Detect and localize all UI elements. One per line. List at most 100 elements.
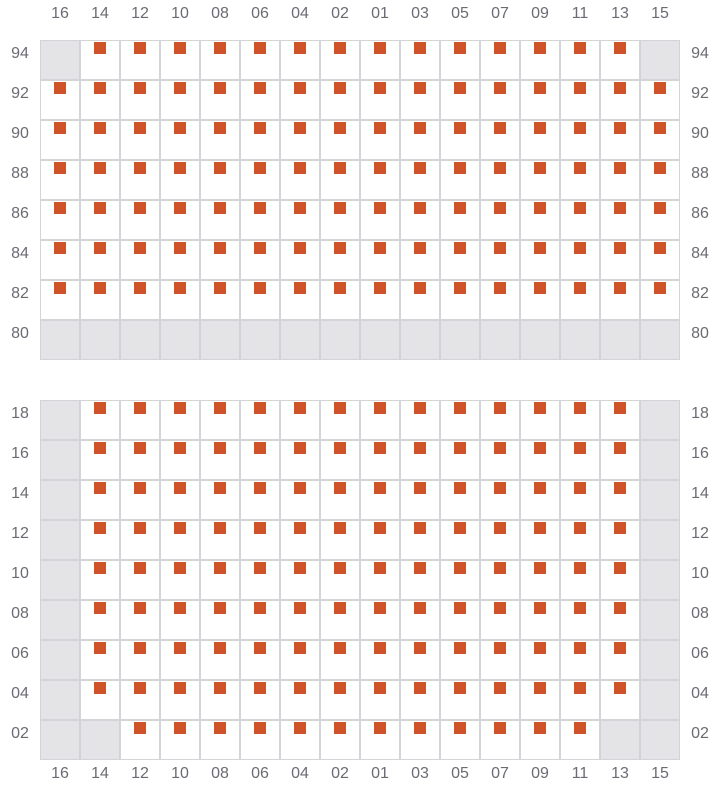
seat-cell[interactable] xyxy=(80,80,120,120)
seat-cell[interactable] xyxy=(360,40,400,80)
seat-cell[interactable] xyxy=(240,640,280,680)
seat-cell[interactable] xyxy=(400,280,440,320)
seat-cell[interactable] xyxy=(80,680,120,720)
seat-cell[interactable] xyxy=(160,640,200,680)
seat-cell[interactable] xyxy=(560,440,600,480)
seat-cell[interactable] xyxy=(400,240,440,280)
seat-cell[interactable] xyxy=(400,600,440,640)
seat-cell[interactable] xyxy=(560,80,600,120)
seat-cell[interactable] xyxy=(200,680,240,720)
seat-cell[interactable] xyxy=(400,400,440,440)
seat-cell[interactable] xyxy=(480,720,520,760)
seat-cell[interactable] xyxy=(560,160,600,200)
seat-cell[interactable] xyxy=(640,280,680,320)
seat-cell[interactable] xyxy=(600,560,640,600)
seat-cell[interactable] xyxy=(80,560,120,600)
seat-cell[interactable] xyxy=(320,480,360,520)
seat-cell[interactable] xyxy=(80,440,120,480)
seat-cell[interactable] xyxy=(520,680,560,720)
seat-cell[interactable] xyxy=(240,280,280,320)
seat-cell[interactable] xyxy=(280,480,320,520)
seat-cell[interactable] xyxy=(240,400,280,440)
seat-cell[interactable] xyxy=(120,680,160,720)
seat-cell[interactable] xyxy=(360,280,400,320)
seat-cell[interactable] xyxy=(280,640,320,680)
seat-cell[interactable] xyxy=(640,120,680,160)
seat-cell[interactable] xyxy=(520,240,560,280)
seat-cell[interactable] xyxy=(480,560,520,600)
seat-cell[interactable] xyxy=(240,600,280,640)
seat-cell[interactable] xyxy=(200,640,240,680)
seat-cell[interactable] xyxy=(200,720,240,760)
seat-cell[interactable] xyxy=(360,440,400,480)
seat-cell[interactable] xyxy=(600,400,640,440)
seat-cell[interactable] xyxy=(560,200,600,240)
seat-cell[interactable] xyxy=(240,80,280,120)
seat-cell[interactable] xyxy=(560,600,600,640)
seat-cell[interactable] xyxy=(80,200,120,240)
seat-cell[interactable] xyxy=(400,560,440,600)
seat-cell[interactable] xyxy=(440,440,480,480)
seat-cell[interactable] xyxy=(480,480,520,520)
seat-cell[interactable] xyxy=(280,160,320,200)
seat-cell[interactable] xyxy=(240,720,280,760)
seat-cell[interactable] xyxy=(600,640,640,680)
seat-cell[interactable] xyxy=(200,160,240,200)
seat-cell[interactable] xyxy=(80,640,120,680)
seat-cell[interactable] xyxy=(120,200,160,240)
seat-cell[interactable] xyxy=(320,600,360,640)
seat-cell[interactable] xyxy=(200,40,240,80)
seat-cell[interactable] xyxy=(520,520,560,560)
seat-cell[interactable] xyxy=(600,240,640,280)
seat-cell[interactable] xyxy=(120,400,160,440)
seat-cell[interactable] xyxy=(400,40,440,80)
seat-cell[interactable] xyxy=(440,400,480,440)
seat-cell[interactable] xyxy=(520,400,560,440)
seat-cell[interactable] xyxy=(280,120,320,160)
seat-cell[interactable] xyxy=(400,680,440,720)
seat-cell[interactable] xyxy=(320,80,360,120)
seat-cell[interactable] xyxy=(600,480,640,520)
seat-cell[interactable] xyxy=(280,560,320,600)
seat-cell[interactable] xyxy=(600,200,640,240)
seat-cell[interactable] xyxy=(280,240,320,280)
seat-cell[interactable] xyxy=(280,440,320,480)
seat-cell[interactable] xyxy=(600,520,640,560)
seat-cell[interactable] xyxy=(600,120,640,160)
seat-cell[interactable] xyxy=(560,520,600,560)
seat-cell[interactable] xyxy=(520,80,560,120)
seat-cell[interactable] xyxy=(440,280,480,320)
seat-cell[interactable] xyxy=(240,120,280,160)
seat-cell[interactable] xyxy=(400,120,440,160)
seat-cell[interactable] xyxy=(440,160,480,200)
seat-cell[interactable] xyxy=(520,40,560,80)
seat-cell[interactable] xyxy=(80,240,120,280)
seat-cell[interactable] xyxy=(560,680,600,720)
seat-cell[interactable] xyxy=(360,680,400,720)
seat-cell[interactable] xyxy=(280,200,320,240)
seat-cell[interactable] xyxy=(280,680,320,720)
seat-cell[interactable] xyxy=(80,160,120,200)
seat-cell[interactable] xyxy=(600,440,640,480)
seat-cell[interactable] xyxy=(240,480,280,520)
seat-cell[interactable] xyxy=(80,480,120,520)
seat-cell[interactable] xyxy=(240,680,280,720)
seat-cell[interactable] xyxy=(520,720,560,760)
seat-cell[interactable] xyxy=(320,160,360,200)
seat-cell[interactable] xyxy=(240,240,280,280)
seat-cell[interactable] xyxy=(480,80,520,120)
seat-cell[interactable] xyxy=(520,160,560,200)
seat-cell[interactable] xyxy=(520,480,560,520)
seat-cell[interactable] xyxy=(440,200,480,240)
seat-cell[interactable] xyxy=(520,120,560,160)
seat-cell[interactable] xyxy=(440,560,480,600)
seat-cell[interactable] xyxy=(160,440,200,480)
seat-cell[interactable] xyxy=(400,200,440,240)
seat-cell[interactable] xyxy=(560,640,600,680)
seat-cell[interactable] xyxy=(640,80,680,120)
seat-cell[interactable] xyxy=(360,240,400,280)
seat-cell[interactable] xyxy=(560,400,600,440)
seat-cell[interactable] xyxy=(200,440,240,480)
seat-cell[interactable] xyxy=(440,720,480,760)
seat-cell[interactable] xyxy=(480,40,520,80)
